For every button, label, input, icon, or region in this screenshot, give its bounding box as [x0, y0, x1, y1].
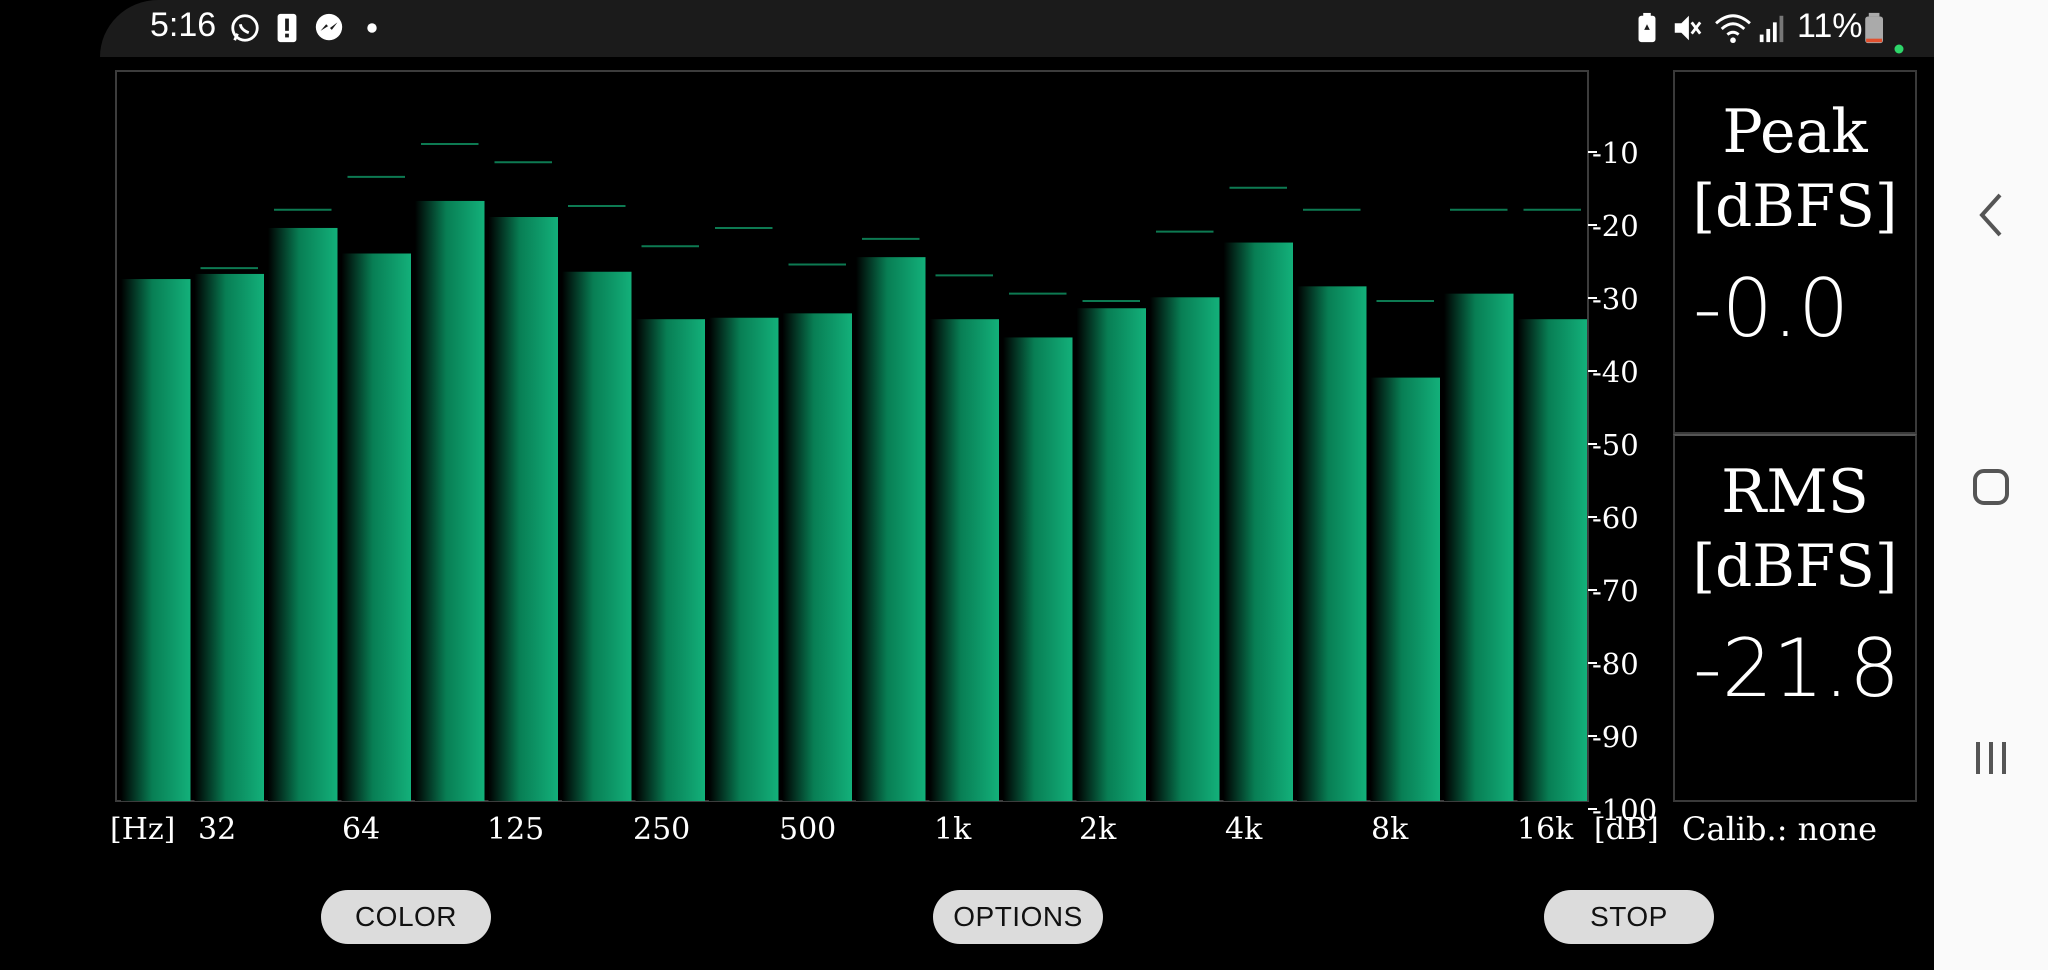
battery-icon [1865, 12, 1883, 44]
spectrum-bar [1370, 377, 1440, 801]
charging-dot-icon [1894, 44, 1904, 54]
spectrum-bar [1150, 297, 1220, 801]
spectrum-bar [782, 313, 852, 801]
peak-unit: [dBFS] [1692, 172, 1898, 240]
y-tick-label: -30 [1592, 282, 1639, 316]
y-tick-label: -90 [1592, 720, 1639, 754]
mute-icon [1674, 15, 1702, 41]
x-tick-label: 2k [1079, 812, 1117, 847]
rms-value: -21.8 [1693, 622, 1900, 715]
x-tick-label: 16k [1517, 812, 1574, 847]
spectrum-bar [709, 317, 779, 801]
recents-icon[interactable] [1972, 740, 2010, 776]
x-tick-label: 8k [1371, 812, 1409, 847]
x-tick-label: 500 [779, 812, 836, 847]
wifi-icon [1715, 14, 1751, 44]
rms-unit: [dBFS] [1692, 532, 1898, 600]
spectrum-bar [1444, 293, 1514, 801]
x-tick-label: [Hz] [110, 812, 175, 847]
color-button[interactable]: COLOR [321, 890, 491, 944]
options-button[interactable]: OPTIONS [933, 890, 1103, 944]
alert-icon [277, 13, 297, 43]
x-tick-label: 250 [633, 812, 690, 847]
messenger-icon [315, 13, 343, 41]
spectrum-bar [121, 279, 191, 801]
home-icon[interactable] [1972, 468, 2010, 506]
calibration-label: Calib.: none [1682, 810, 1878, 848]
peak-title: Peak [1722, 97, 1868, 167]
back-icon[interactable] [1976, 192, 2006, 238]
spectrum-bar [1297, 286, 1367, 802]
rms-meter-panel: RMS [dBFS] -21.8 [1673, 434, 1917, 802]
navigation-bar [1934, 0, 2048, 970]
spectrum-bar [415, 200, 485, 801]
status-bar [100, 0, 1934, 57]
y-tick-label: -20 [1592, 209, 1639, 243]
spectrum-bar [635, 319, 705, 801]
spectrum-bar [341, 253, 411, 801]
spectrum-bar [856, 257, 926, 801]
dot-icon [367, 23, 377, 33]
battery-saver-icon [1638, 12, 1656, 43]
stop-button[interactable]: STOP [1544, 890, 1714, 944]
spectrum-bar [1003, 337, 1073, 801]
y-tick-label: -50 [1592, 428, 1639, 462]
peak-value: -0.0 [1693, 262, 1850, 355]
x-tick-label: 32 [198, 812, 236, 847]
spectrum-bar [1076, 308, 1146, 801]
signal-icon [1759, 15, 1784, 43]
spectrum-bar [1223, 242, 1293, 802]
y-tick-label: -40 [1592, 355, 1639, 389]
spectrum-bar [929, 319, 999, 801]
spectrum-bar [488, 217, 558, 801]
x-tick-label: 125 [487, 812, 544, 847]
y-tick-label: -60 [1592, 501, 1639, 535]
x-tick-label: [dB] [1594, 812, 1659, 847]
whatsapp-icon [231, 14, 259, 42]
y-tick-label: -80 [1592, 647, 1639, 681]
spectrum-bar [194, 273, 264, 801]
peak-meter-panel: Peak [dBFS] -0.0 [1673, 70, 1917, 434]
spectrum-bar [562, 271, 632, 801]
rms-title: RMS [1721, 457, 1869, 527]
y-tick-label: -10 [1592, 136, 1639, 170]
y-tick-label: -70 [1592, 574, 1639, 608]
x-tick-label: 64 [342, 812, 380, 847]
spectrum-chart: -10 -20 -30 -40 -50 -60 -70 -80 -90 -100 [Hz] 32 64… [110, 70, 1659, 847]
spectrum-bar [268, 227, 338, 801]
y-tick-label: -100 [1592, 793, 1657, 827]
x-tick-label: 1k [934, 812, 972, 847]
status-time: 5:16 [150, 6, 217, 44]
x-tick-label: 4k [1225, 812, 1263, 847]
spectrum-bar [1517, 319, 1587, 801]
battery-percent: 11% [1797, 7, 1863, 45]
